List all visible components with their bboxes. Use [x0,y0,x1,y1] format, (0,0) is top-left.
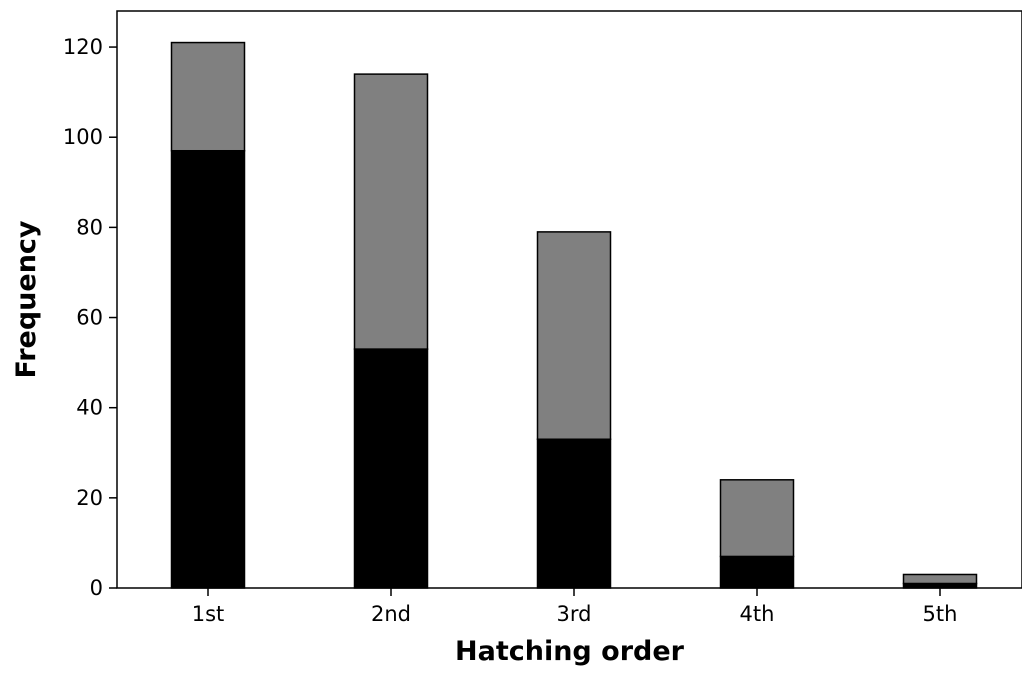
x-tick-label-3rd: 3rd [557,602,592,626]
bar-segment-2nd-series-2 [353,73,429,350]
bar-segment-4th-series-2 [719,479,795,558]
plot-frame [116,10,1022,589]
bar-segment-3rd-series-2 [536,231,612,440]
y-tick-label: 20 [76,486,103,510]
y-tick-label: 40 [76,396,103,420]
x-tick-label-2nd: 2nd [371,602,411,626]
bar-segment-1st-series-1 [170,149,246,589]
x-axis-title: Hatching order [455,636,685,667]
y-tick-label: 60 [76,306,103,330]
bar-segment-2nd-series-1 [353,348,429,589]
bar-segment-4th-series-1 [719,555,795,589]
bar-segment-3rd-series-1 [536,438,612,589]
bars-group [170,41,978,589]
y-tick-label: 0 [90,576,103,600]
bar-segment-1st-series-2 [170,41,246,152]
y-axis-title: Frequency [11,220,42,378]
y-axis-ticks: 0 20 40 60 80 100 120 [63,35,117,600]
y-tick-label: 120 [63,35,103,59]
x-tick-label-1st: 1st [192,602,225,626]
x-axis-ticks: 1st 2nd 3rd 4th 5th [192,588,958,626]
y-tick-label: 100 [63,125,103,149]
y-tick-label: 80 [76,215,103,239]
x-tick-label-5th: 5th [923,602,958,626]
x-tick-label-4th: 4th [740,602,775,626]
bar-segment-5th-series-2 [902,573,978,585]
